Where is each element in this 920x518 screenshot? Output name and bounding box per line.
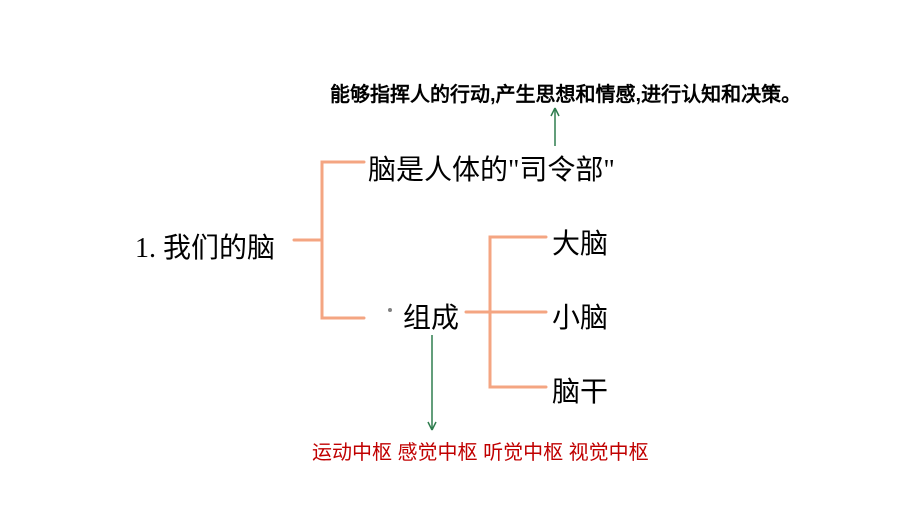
center-dot-icon xyxy=(388,308,392,312)
annotation-bottom: 运动中枢 感觉中枢 听觉中枢 视觉中枢 xyxy=(312,436,649,465)
